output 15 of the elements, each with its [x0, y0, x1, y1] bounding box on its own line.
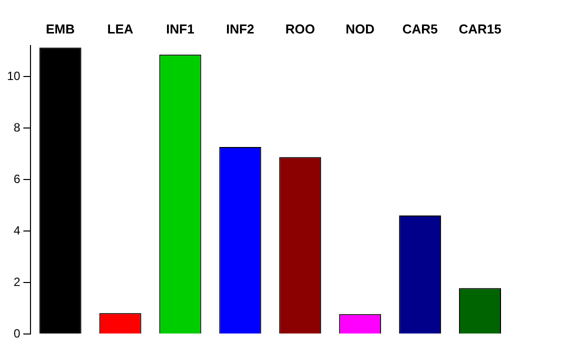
y-tick-label: 6 — [14, 172, 21, 186]
x-tick-label: CAR5 — [402, 21, 438, 36]
x-tick-label: CAR15 — [458, 21, 502, 36]
bar — [39, 48, 82, 334]
y-tick-label: 2 — [14, 274, 21, 289]
x-tick-label: LEA — [107, 21, 134, 36]
y-tick-label: 0 — [14, 326, 21, 340]
x-tick-label: NOD — [346, 21, 375, 36]
x-tick-label: EMB — [46, 21, 75, 36]
y-tick-label: 8 — [14, 120, 21, 134]
x-tick-label: INF1 — [166, 21, 194, 36]
x-tick-label: ROO — [285, 21, 315, 36]
x-tick-label: INF2 — [226, 21, 254, 36]
y-tick-label: 10 — [6, 68, 21, 83]
y-tick-label: 4 — [14, 223, 21, 238]
